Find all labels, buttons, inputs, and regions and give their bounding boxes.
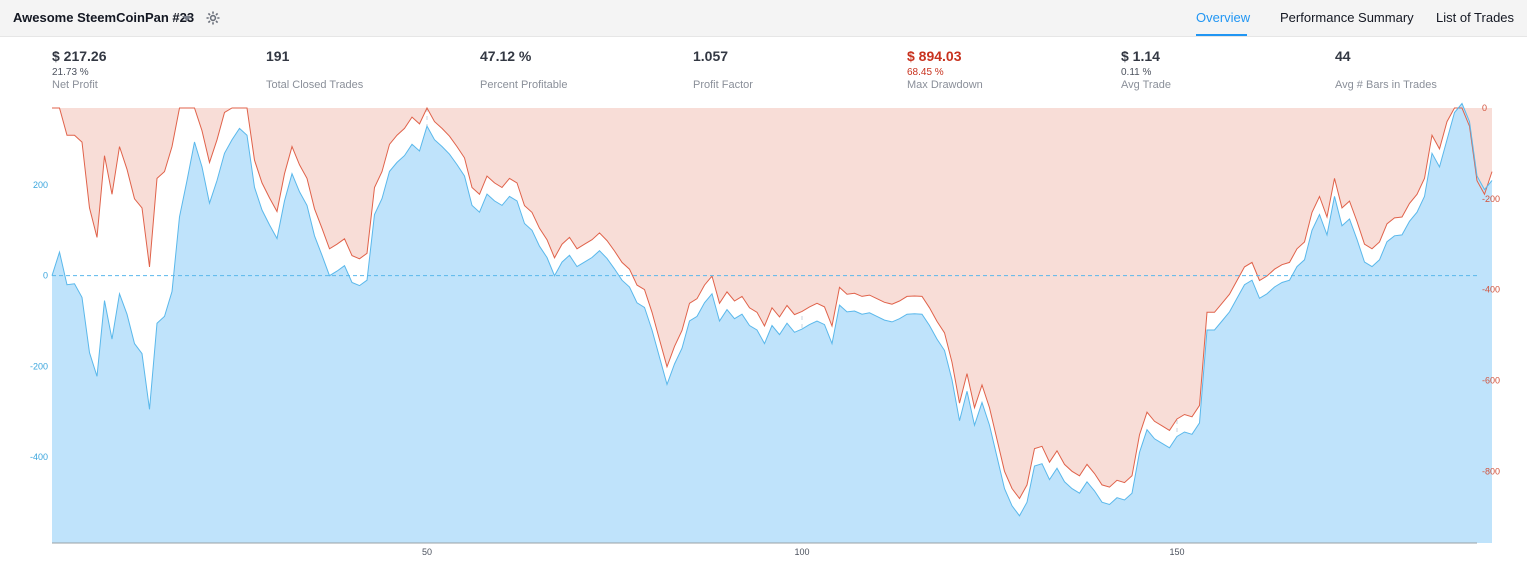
stat-value: 47.12 % bbox=[480, 48, 532, 64]
x-tick-label: 100 bbox=[794, 547, 809, 557]
tab-performance-summary[interactable]: Performance Summary bbox=[1280, 10, 1414, 25]
drawdown-tick-label: -800 bbox=[1482, 466, 1500, 476]
drawdown-tick-label: -600 bbox=[1482, 375, 1500, 385]
stat-label: Avg Trade bbox=[1121, 79, 1171, 91]
drawdown-tick-label: 0 bbox=[1482, 103, 1487, 113]
x-axis: 50 100 150 bbox=[422, 547, 1185, 557]
top-toolbar: Awesome SteemCoinPan #23 Overview Perfor… bbox=[0, 0, 1527, 37]
stat-percent-profitable: 47.12 % Percent Profitable bbox=[480, 48, 567, 91]
equity-line bbox=[51, 102, 1493, 517]
stat-max-drawdown: $ 894.03 68.45 % Max Drawdown bbox=[907, 48, 983, 91]
equity-axis: 200 0 -200 -400 bbox=[30, 180, 48, 462]
equity-tick-label: -400 bbox=[30, 452, 48, 462]
stat-label: Avg # Bars in Trades bbox=[1335, 79, 1437, 91]
stat-value: $ 217.26 bbox=[52, 48, 107, 64]
active-tab-indicator bbox=[1196, 34, 1247, 36]
stat-value: 1.057 bbox=[693, 48, 729, 64]
stat-percent bbox=[1335, 67, 1437, 78]
stat-label: Net Profit bbox=[52, 79, 98, 91]
x-tick-label: 50 bbox=[422, 547, 432, 557]
equity-drawdown-chart[interactable]: 200 0 -200 -400 0 -200 -400 -600 -800 50 100 150 bbox=[0, 98, 1527, 562]
drawdown-line bbox=[52, 106, 1493, 500]
stat-percent bbox=[480, 67, 567, 78]
equity-tick-label: -200 bbox=[30, 361, 48, 371]
chevron-down-icon[interactable] bbox=[182, 16, 192, 21]
stat-percent: 0.11 % bbox=[1121, 67, 1152, 78]
stat-label: Profit Factor bbox=[693, 79, 753, 91]
tab-list-of-trades[interactable]: List of Trades bbox=[1436, 10, 1515, 25]
stat-avg-bars-in-trades: 44 Avg # Bars in Trades bbox=[1335, 48, 1437, 91]
stat-label: Percent Profitable bbox=[480, 79, 568, 91]
stat-value: $ 1.14 bbox=[1121, 48, 1160, 64]
equity-area bbox=[52, 103, 1492, 543]
stat-value: $ 894.03 bbox=[907, 48, 962, 64]
equity-tick-label: 0 bbox=[43, 271, 48, 281]
drawdown-axis: 0 -200 -400 -600 -800 bbox=[1482, 103, 1500, 476]
stat-label: Total Closed Trades bbox=[266, 79, 364, 91]
stat-total-closed-trades: 191 Total Closed Trades bbox=[266, 48, 363, 91]
drawdown-tick-label: -200 bbox=[1482, 194, 1500, 204]
stat-avg-trade: $ 1.14 0.11 % Avg Trade bbox=[1121, 48, 1171, 91]
stat-percent bbox=[266, 67, 363, 78]
stat-net-profit: $ 217.26 21.73 % Net Profit bbox=[52, 48, 107, 91]
tab-overview[interactable]: Overview bbox=[1196, 10, 1251, 25]
drawdown-tick-label: -400 bbox=[1482, 285, 1500, 295]
x-tick-label: 150 bbox=[1169, 547, 1184, 557]
stat-label: Max Drawdown bbox=[907, 79, 983, 91]
drawdown-area bbox=[52, 108, 1492, 499]
stat-value: 44 bbox=[1335, 48, 1351, 64]
stat-percent: 68.45 % bbox=[907, 67, 944, 78]
strategy-name[interactable]: Awesome SteemCoinPan #23 bbox=[13, 10, 195, 25]
stat-percent bbox=[693, 67, 753, 78]
stat-percent: 21.73 % bbox=[52, 67, 89, 78]
gear-icon[interactable] bbox=[205, 10, 221, 26]
equity-tick-label: 200 bbox=[33, 180, 48, 190]
stat-profit-factor: 1.057 Profit Factor bbox=[693, 48, 753, 91]
stat-value: 191 bbox=[266, 48, 290, 64]
